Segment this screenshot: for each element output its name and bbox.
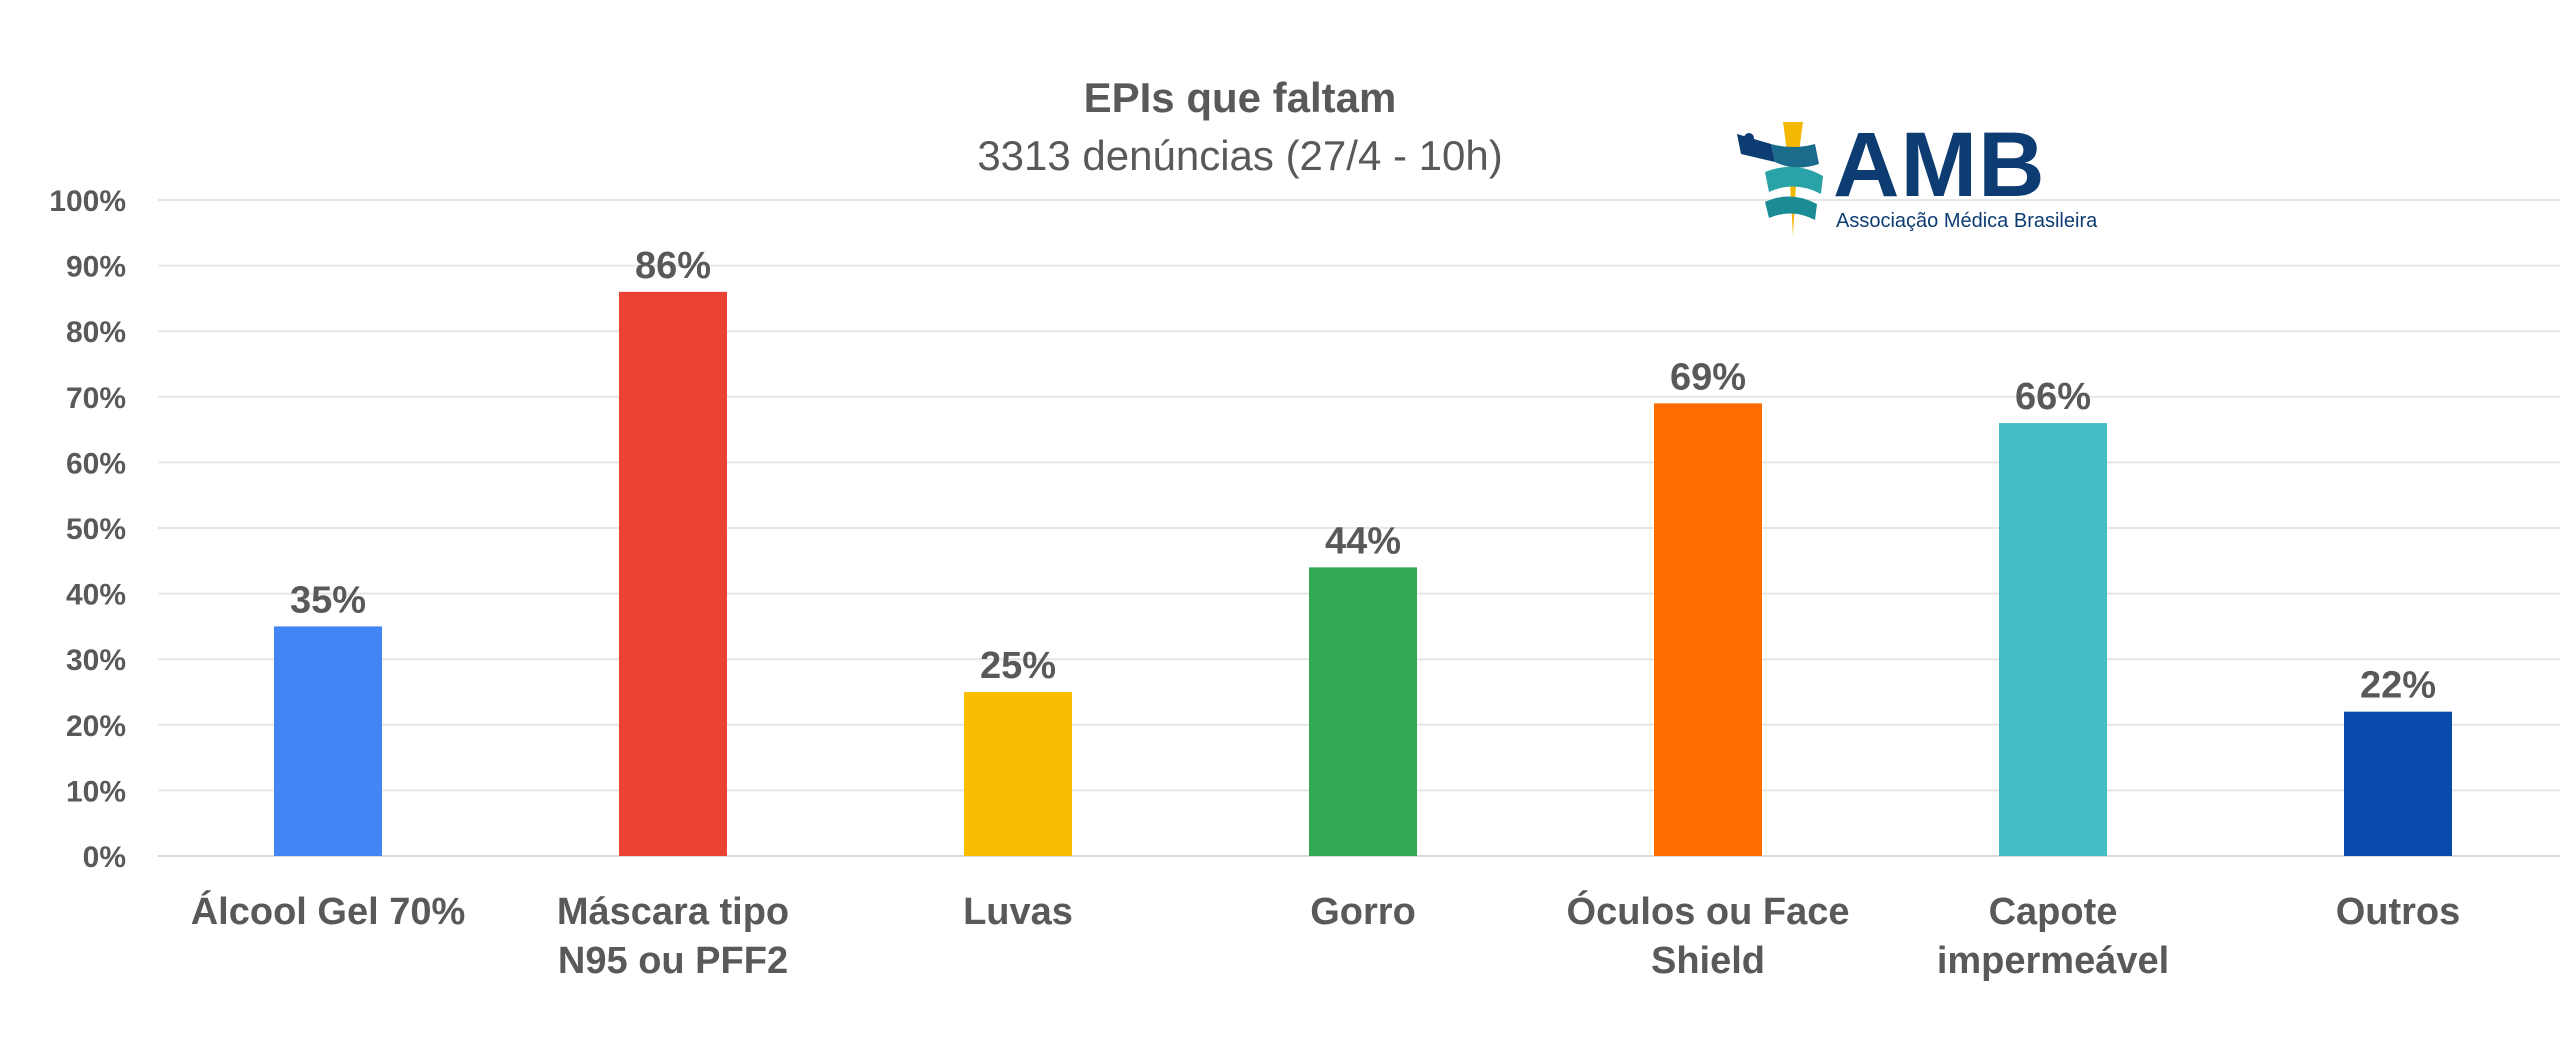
y-tick-label: 100% bbox=[49, 185, 126, 218]
chart-title: EPIs que faltam bbox=[1083, 74, 1397, 121]
bar bbox=[1309, 567, 1417, 856]
data-label: 86% bbox=[635, 245, 711, 287]
data-label: 35% bbox=[290, 579, 366, 621]
x-tick-label: Álcool Gel 70% bbox=[191, 889, 466, 933]
x-tick-label: Óculos ou Face Shield bbox=[1567, 889, 1850, 982]
caduceus-flag-icon bbox=[1737, 122, 1823, 236]
y-tick-label: 20% bbox=[66, 710, 126, 743]
y-tick-label: 70% bbox=[66, 382, 126, 415]
data-label: 25% bbox=[980, 645, 1056, 687]
x-tick-label: Outros bbox=[2336, 891, 2461, 933]
bar bbox=[964, 692, 1072, 856]
bar bbox=[274, 626, 382, 856]
logo-wordmark: AMB bbox=[1833, 114, 2046, 216]
y-tick-label: 0% bbox=[83, 841, 126, 874]
y-tick-label: 10% bbox=[66, 775, 126, 808]
bar bbox=[1654, 403, 1762, 856]
chart-subtitle: 3313 denúncias (27/4 - 10h) bbox=[977, 132, 1503, 179]
bar bbox=[619, 291, 727, 857]
data-label: 66% bbox=[2015, 376, 2091, 418]
amb-logo: AMB Associação Médica Brasileira bbox=[1735, 110, 2098, 260]
x-tick-label: Luvas bbox=[963, 891, 1073, 933]
x-tick-label: Capote impermeável bbox=[1937, 891, 2169, 982]
y-tick-label: 90% bbox=[66, 251, 126, 284]
y-tick-label: 60% bbox=[66, 447, 126, 480]
data-label: 22% bbox=[2360, 665, 2436, 707]
y-tick-label: 50% bbox=[66, 513, 126, 546]
data-label: 69% bbox=[1670, 356, 1746, 398]
bar bbox=[1999, 423, 2107, 856]
x-tick-label: Máscara tipo N95 ou PFF2 bbox=[557, 891, 789, 982]
bar bbox=[2344, 711, 2452, 856]
data-label: 44% bbox=[1325, 520, 1401, 562]
y-tick-label: 30% bbox=[66, 644, 126, 677]
y-tick-label: 40% bbox=[66, 579, 126, 612]
logo-tagline: Associação Médica Brasileira bbox=[1836, 210, 2098, 232]
y-tick-label: 80% bbox=[66, 316, 126, 349]
x-tick-label: Gorro bbox=[1310, 891, 1416, 933]
